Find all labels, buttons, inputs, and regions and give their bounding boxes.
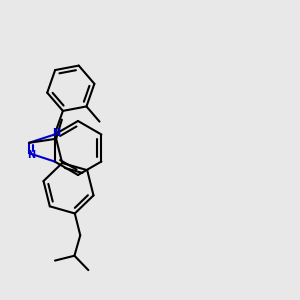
Text: N: N <box>27 150 35 160</box>
Text: N: N <box>52 128 61 137</box>
